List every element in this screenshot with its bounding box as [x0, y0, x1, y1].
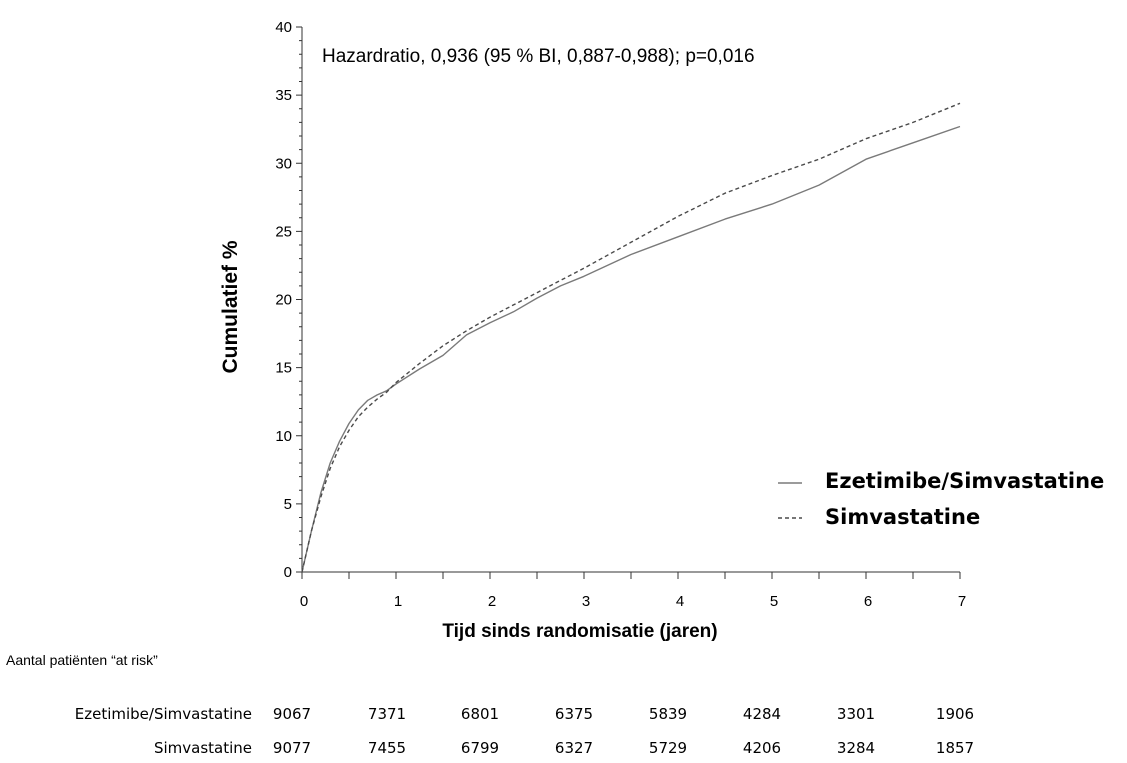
- x-tick-label: 6: [864, 593, 872, 610]
- risk-cell: 6375: [554, 705, 594, 723]
- risk-cell: 3301: [836, 705, 876, 723]
- legend-label-ezetimibe: Ezetimibe/Simvastatine: [825, 469, 1104, 493]
- y-tick-label: 10: [275, 428, 292, 445]
- y-tick-label: 5: [284, 496, 292, 513]
- x-axis-label: Tijd sinds randomisatie (jaren): [442, 621, 717, 642]
- x-tick-label: 2: [488, 593, 496, 610]
- risk-cell: 9077: [272, 739, 312, 757]
- risk-cell: 4206: [742, 739, 782, 757]
- x-tick-label: 0: [300, 593, 308, 610]
- risk-table-title: Aantal patiënten “at risk”: [6, 652, 158, 668]
- y-tick-label: 15: [275, 360, 292, 377]
- x-tick-label: 1: [394, 593, 402, 610]
- y-tick-label: 20: [275, 292, 292, 309]
- risk-row-ezetimibe: Ezetimibe/Simvastatine 9067 7371 6801 63…: [0, 705, 1127, 729]
- risk-cell: 4284: [742, 705, 782, 723]
- y-tick-label: 0: [284, 564, 292, 581]
- survival-chart: 0 5 10 15 20 25 30 35 40 0 1 2 3 4 5 6 7 Hazardratio, 0…: [219, 19, 1104, 642]
- legend-label-simvastatine: Simvastatine: [825, 505, 980, 529]
- risk-cell: 6801: [460, 705, 500, 723]
- x-tick-label: 4: [676, 593, 684, 610]
- y-axis: 0 5 10 15 20 25 30 35 40: [275, 19, 303, 581]
- risk-cell: 5729: [648, 739, 688, 757]
- risk-row-label: Ezetimibe/Simvastatine: [74, 705, 252, 723]
- risk-cell: 3284: [836, 739, 876, 757]
- risk-cell: 7371: [367, 705, 407, 723]
- risk-cell: 7455: [367, 739, 407, 757]
- risk-cell: 9067: [272, 705, 312, 723]
- risk-cell: 1857: [935, 739, 975, 757]
- legend: Ezetimibe/Simvastatine Simvastatine: [778, 469, 1104, 529]
- risk-cell: 5839: [648, 705, 688, 723]
- risk-cell: 6327: [554, 739, 594, 757]
- x-tick-label: 5: [770, 593, 778, 610]
- y-tick-label: 25: [275, 223, 292, 240]
- x-tick-label: 7: [958, 593, 966, 610]
- risk-row-simvastatine: Simvastatine 9077 7455 6799 6327 5729 42…: [0, 739, 1127, 763]
- series-layer: [301, 102, 961, 573]
- x-tick-label: 3: [582, 593, 590, 610]
- x-axis: 0 1 2 3 4 5 6 7: [300, 571, 966, 610]
- risk-cell: 6799: [460, 739, 500, 757]
- y-tick-label: 30: [275, 155, 292, 172]
- hazard-ratio-annotation: Hazardratio, 0,936 (95 % BI, 0,887-0,988…: [322, 46, 755, 67]
- risk-cell: 1906: [935, 705, 975, 723]
- series-line-simvastatine: [301, 102, 961, 573]
- series-line-ezetimibe-simvastatine: [301, 125, 961, 573]
- risk-row-label: Simvastatine: [153, 739, 252, 757]
- y-axis-label: Cumulatief %: [219, 240, 242, 373]
- y-tick-label: 35: [275, 87, 292, 104]
- y-tick-label: 40: [275, 19, 292, 36]
